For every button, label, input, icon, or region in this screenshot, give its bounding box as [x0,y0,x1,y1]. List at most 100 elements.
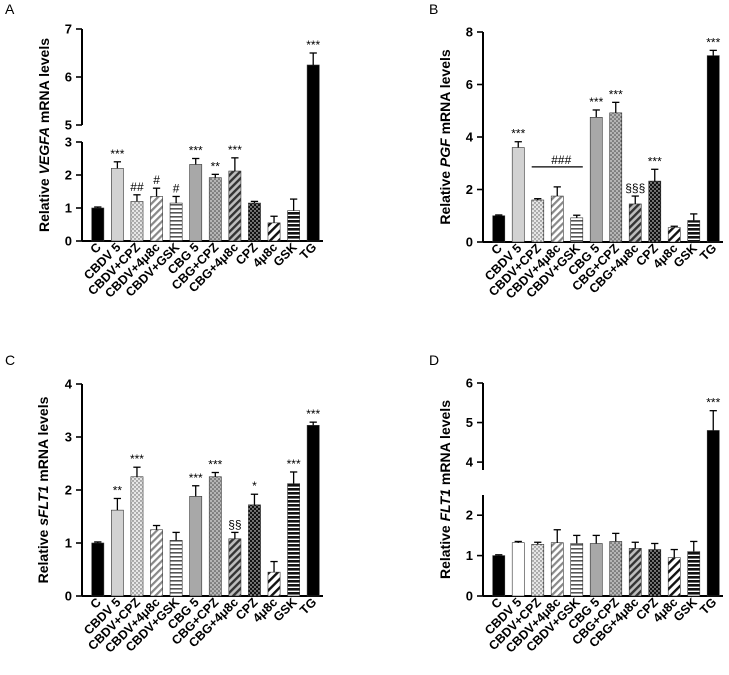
bar [111,509,124,597]
significance-label: *** [208,458,222,472]
bar [189,164,203,242]
bar [248,504,261,597]
y-tick-label: 1 [466,548,473,563]
bar [287,483,300,597]
bar [267,222,281,242]
y-tick-label: 2 [65,483,72,498]
y-tick-label: 4 [466,130,474,145]
bar [248,202,261,242]
bar [667,227,681,243]
y-tick-label: 4 [65,377,73,392]
significance-label: ** [113,483,123,497]
bar [550,195,564,243]
bar [531,199,545,243]
bar [492,555,506,597]
y-axis-label-part: Relative [35,526,51,584]
bar [550,542,564,597]
significance-label: *** [228,143,242,157]
bar [511,542,525,597]
bar [687,220,701,243]
significance-label: §§ [228,517,241,531]
bar [169,540,183,597]
bar [511,147,525,243]
bar [706,55,720,243]
y-axis-label: Relative VEGFA mRNA levels [36,38,52,232]
y-tick-label: 0 [466,235,473,250]
bar [91,207,105,242]
significance-label: *** [589,95,603,109]
category-label: TG [697,241,719,263]
y-axis-label-part: mRNA levels [437,400,453,489]
significance-label: *** [306,407,320,421]
y-tick-label: 2 [65,168,72,183]
y-axis-label-part: mRNA levels [437,49,453,138]
bar [589,117,603,243]
y-tick-label: 6 [466,77,473,92]
bar [306,425,320,597]
panel-letter: D [429,352,439,368]
category-label: GSK [671,595,700,624]
bar [667,557,681,597]
bar [228,170,242,242]
y-tick-label: 1 [65,201,72,216]
category-label: GSK [271,240,300,269]
significance-label: *** [511,127,525,141]
category-label: TG [297,240,319,262]
significance-label: * [252,479,257,493]
significance-label: *** [706,35,720,49]
significance-label: # [153,173,160,187]
significance-label: ** [211,159,221,173]
significance-label: *** [306,38,320,52]
significance-label: *** [189,471,203,485]
bar [228,538,242,597]
y-tick-label: 5 [466,415,473,430]
y-axis-label-part: mRNA levels [35,396,51,485]
significance-label: ## [130,180,144,194]
category-label: TG [297,595,319,617]
bar [570,217,584,243]
bracket-label: ### [551,153,571,167]
gene-name: FLT1 [437,489,453,522]
gene-name: VEGFA [36,127,52,174]
significance-label: §§§ [625,181,645,195]
y-tick-label: 0 [65,589,72,604]
bar [609,541,623,597]
significance-label: *** [189,144,203,158]
y-tick-label: 3 [65,135,72,150]
significance-label: *** [110,147,124,161]
bar [531,543,545,597]
panel-letter: C [5,352,15,368]
bar [570,543,584,597]
y-tick-label: 0 [65,234,72,249]
panel-letter: A [5,1,15,17]
bar [189,496,203,597]
bar [130,476,144,597]
y-tick-label: 0 [466,589,473,604]
y-tick-label: 2 [466,508,473,523]
y-tick-label: 6 [466,376,473,391]
gene-name: PGF [437,138,453,167]
bar [130,201,144,242]
y-axis-label: Relative sFLT1 mRNA levels [35,396,51,583]
bar [492,215,506,243]
bar [169,202,183,242]
bar [267,571,281,597]
bar [589,543,603,597]
y-axis-label-part: Relative [437,521,453,579]
bar [287,210,300,242]
bar [208,177,222,242]
category-label: GSK [671,241,700,270]
bar [306,64,320,242]
bar [628,548,642,597]
bar [648,180,662,243]
panel-letter: B [429,1,438,17]
significance-label: # [173,181,180,195]
y-axis-label-part: mRNA levels [36,38,52,127]
significance-label: *** [609,87,623,101]
category-label: GSK [271,595,300,624]
bar [150,196,163,242]
